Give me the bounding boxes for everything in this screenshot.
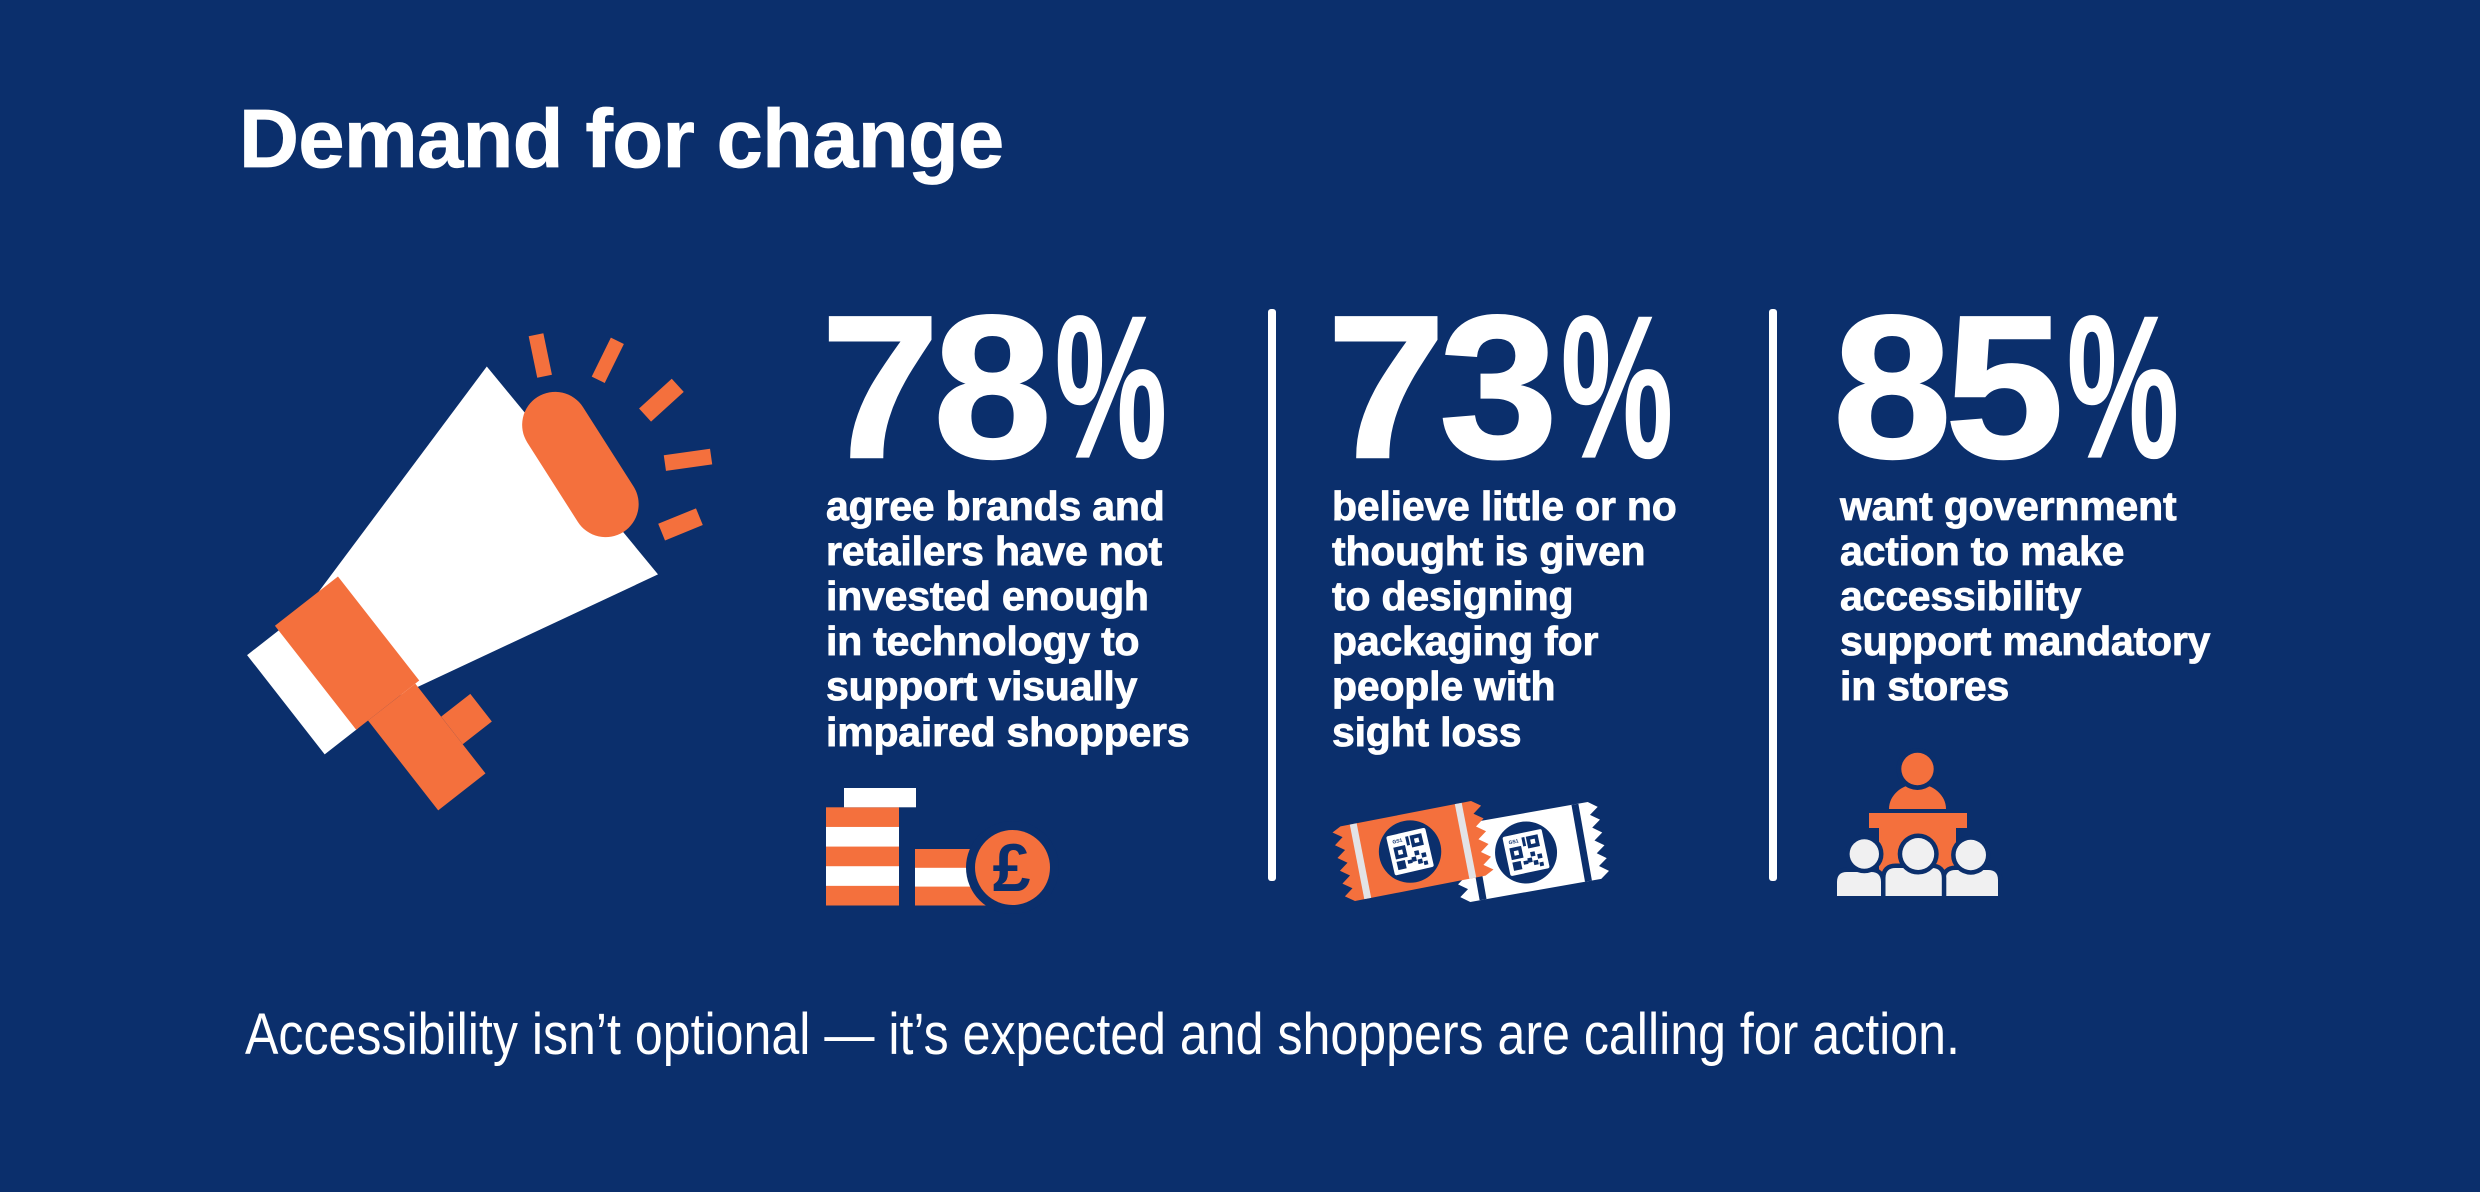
svg-text:GS1: GS1 — [1392, 838, 1403, 846]
svg-text:GS1: GS1 — [1508, 838, 1519, 846]
svg-text:£: £ — [993, 830, 1031, 906]
